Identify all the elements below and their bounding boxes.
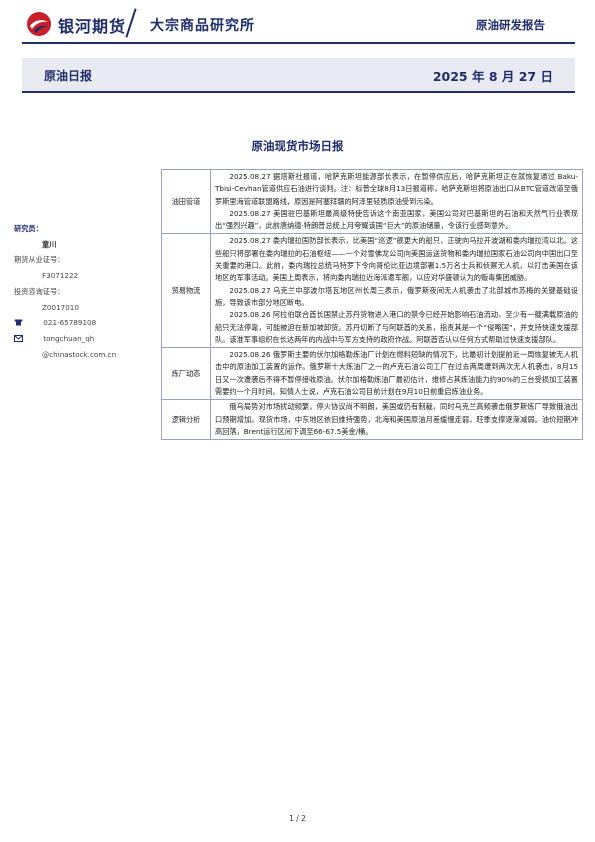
row-content: 2025.08.26 俄罗斯主要的伏尔加格勒炼油厂计划在燃料短缺的情况下，比最初…: [210, 347, 583, 401]
institute-name: 大宗商品研究所: [150, 18, 255, 34]
news-paragraph: 2025.08.27 委内瑞拉国防部长表示，比美国“巡逻”舰更大的船只，正驶向马…: [215, 236, 578, 283]
page-number: 1 / 2: [289, 814, 306, 823]
consulting-label: 投资咨询证号：: [14, 287, 65, 296]
table-row: 逻辑分析 俄乌局势对市场扰动频繁，停火协议尚不明朗，美国或仍有制裁，同时乌克兰高频…: [161, 399, 583, 441]
news-paragraph: 2025.08.26 俄罗斯主要的伏尔加格勒炼油厂计划在燃料短缺的情况下，比最初…: [215, 350, 578, 397]
header-divider: [125, 8, 137, 38]
table-row: 贸易物流 2025.08.27 委内瑞拉国防部长表示，比美国“巡逻”舰更大的船只，…: [161, 233, 583, 349]
market-news-table: 油田管道 2025.08.27 据塔斯社报道，哈萨克斯坦能源部长表示，在暂停供应后…: [161, 168, 583, 441]
row-content: 2025.08.27 委内瑞拉国防部长表示，比美国“巡逻”舰更大的船只，正驶向马…: [210, 233, 583, 349]
email-line-2[interactable]: @chinastock.com.cn: [42, 350, 117, 359]
row-category: 逻辑分析: [161, 399, 211, 441]
report-banner: 原油日报 2025 年 8 月 27 日: [22, 58, 575, 93]
report-type: 原油研发报告: [476, 18, 545, 32]
qualification-label: 期货从业证号：: [14, 255, 65, 264]
header-rule: [22, 42, 575, 44]
document-title: 原油现货市场日报: [251, 139, 344, 153]
researcher-label: 研究员：: [14, 224, 43, 233]
news-paragraph: 2025.08.27 乌克兰中部波尔塔瓦地区州长周三表示，俄罗斯夜间无人机袭击了…: [215, 285, 578, 307]
banner-title: 原油日报: [44, 69, 93, 83]
table-row: 炼厂动态 2025.08.26 俄罗斯主要的伏尔加格勒炼油厂计划在燃料短缺的情况下…: [161, 347, 583, 401]
qualification-number: F3071222: [42, 271, 79, 280]
researcher-name: 童川: [42, 240, 57, 249]
company-name: 银河期货: [58, 17, 127, 36]
email-line-1[interactable]: tongchuan_qh: [43, 334, 95, 343]
phone-icon: [14, 319, 23, 326]
row-content: 俄乌局势对市场扰动频繁，停火协议尚不明朗，美国或仍有制裁，同时乌克兰高频袭击俄罗…: [210, 399, 583, 441]
row-category: 贸易物流: [161, 233, 211, 349]
phone-number: 021-65789108: [43, 318, 97, 327]
news-paragraph: 2025.08.26 阿拉伯联合酋长国禁止苏丹货物进入港口的禁令已经开始影响石油…: [215, 310, 578, 344]
table-row: 油田管道 2025.08.27 据塔斯社报道，哈萨克斯坦能源部长表示，在暂停供应后…: [161, 168, 583, 235]
email-row: tongchuan_qh: [14, 334, 94, 343]
phone-row: 021-65789108: [14, 318, 96, 327]
email-icon: [14, 335, 23, 342]
row-category: 炼厂动态: [161, 347, 211, 401]
header: 银河期货 大宗商品研究所 原油研发报告: [0, 0, 595, 52]
news-paragraph: 俄乌局势对市场扰动频繁，停火协议尚不明朗，美国或仍有制裁，同时乌克兰高频袭击俄罗…: [215, 402, 578, 436]
banner-date: 2025 年 8 月 27 日: [432, 69, 553, 84]
row-content: 2025.08.27 据塔斯社报道，哈萨克斯坦能源部长表示，在暂停供应后，哈萨克…: [210, 168, 583, 235]
row-category: 油田管道: [161, 168, 211, 235]
consulting-number: Z0017010: [42, 303, 79, 312]
news-paragraph: 2025.08.27 美国驻巴基斯坦最高级特使告诉这个南亚国家，美国公司对巴基斯…: [215, 208, 578, 231]
news-paragraph: 2025.08.27 据塔斯社报道，哈萨克斯坦能源部长表示，在暂停供应后，哈萨克…: [215, 172, 578, 206]
galaxy-logo-icon: [27, 12, 51, 36]
